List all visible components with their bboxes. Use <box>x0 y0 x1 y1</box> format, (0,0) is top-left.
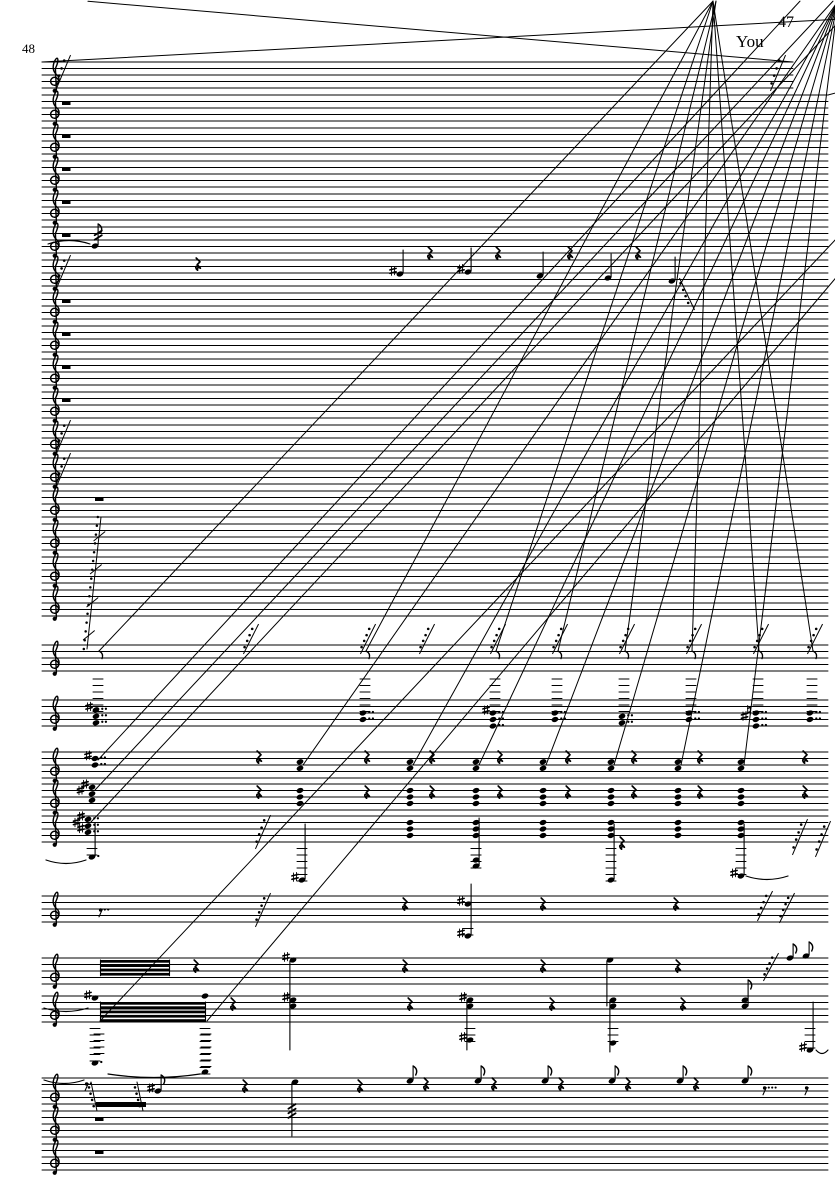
page-number: 47 <box>778 14 794 31</box>
cue-text: You <box>736 32 764 51</box>
measure-number: 48 <box>22 41 35 56</box>
